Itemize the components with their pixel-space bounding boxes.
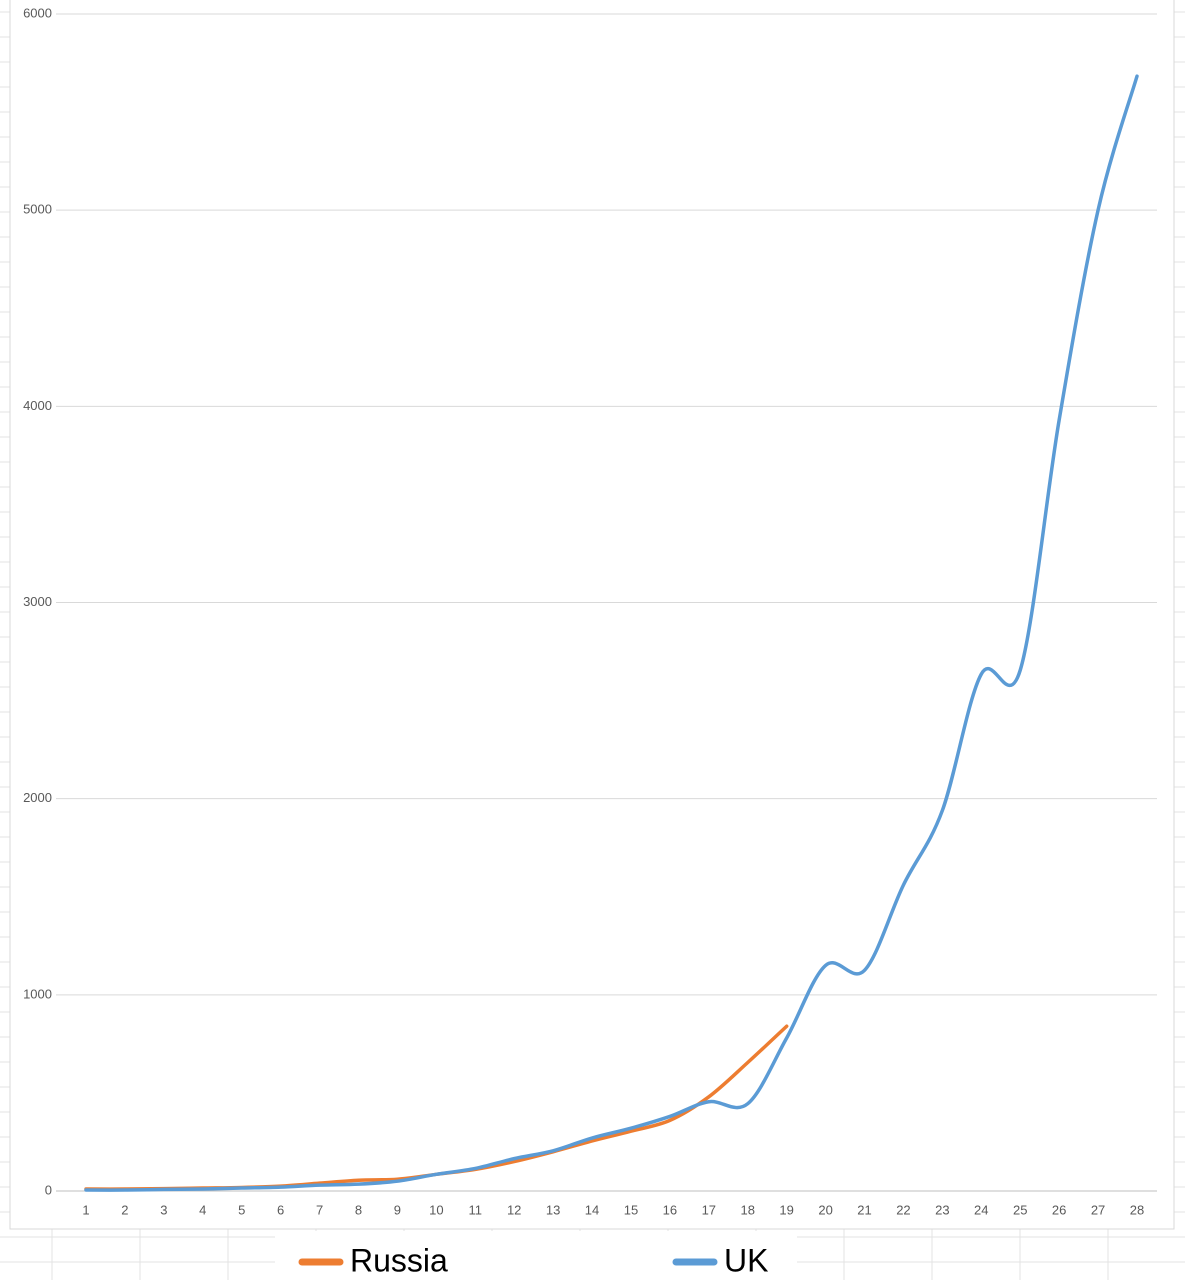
x-tick-label: 8 <box>355 1202 362 1217</box>
x-tick-label: 25 <box>1013 1202 1027 1217</box>
x-tick-label: 14 <box>585 1202 599 1217</box>
x-tick-label: 16 <box>663 1202 677 1217</box>
x-tick-label: 12 <box>507 1202 521 1217</box>
x-tick-label: 24 <box>974 1202 988 1217</box>
x-tick-label: 15 <box>624 1202 638 1217</box>
x-tick-label: 28 <box>1130 1202 1144 1217</box>
x-tick-label: 26 <box>1052 1202 1066 1217</box>
x-tick-label: 13 <box>546 1202 560 1217</box>
y-tick-label: 4000 <box>23 398 52 413</box>
y-tick-label: 3000 <box>23 594 52 609</box>
x-tick-label: 22 <box>896 1202 910 1217</box>
x-tick-label: 27 <box>1091 1202 1105 1217</box>
x-tick-label: 21 <box>857 1202 871 1217</box>
x-tick-label: 17 <box>702 1202 716 1217</box>
y-tick-label: 6000 <box>23 5 52 20</box>
x-tick-label: 7 <box>316 1202 323 1217</box>
legend-label: Russia <box>350 1242 448 1278</box>
x-tick-label: 1 <box>82 1202 89 1217</box>
x-tick-label: 18 <box>741 1202 755 1217</box>
x-tick-label: 3 <box>160 1202 167 1217</box>
x-tick-label: 11 <box>469 1202 483 1217</box>
x-tick-label: 19 <box>779 1202 793 1217</box>
x-tick-label: 23 <box>935 1202 949 1217</box>
x-tick-label: 10 <box>429 1202 443 1217</box>
x-tick-label: 5 <box>238 1202 245 1217</box>
x-tick-label: 2 <box>121 1202 128 1217</box>
y-tick-label: 1000 <box>23 986 52 1001</box>
x-tick-label: 4 <box>199 1202 206 1217</box>
series-line <box>84 74 1139 1192</box>
legend-box <box>275 1231 797 1280</box>
chart-area <box>9 0 1175 1230</box>
x-tick-label: 20 <box>818 1202 832 1217</box>
x-tick-label: 9 <box>394 1202 401 1217</box>
x-tick-label: 6 <box>277 1202 284 1217</box>
y-tick-label: 5000 <box>23 202 52 217</box>
y-tick-label: 0 <box>45 1182 52 1197</box>
legend-label: UK <box>724 1242 768 1278</box>
y-tick-label: 2000 <box>23 790 52 805</box>
